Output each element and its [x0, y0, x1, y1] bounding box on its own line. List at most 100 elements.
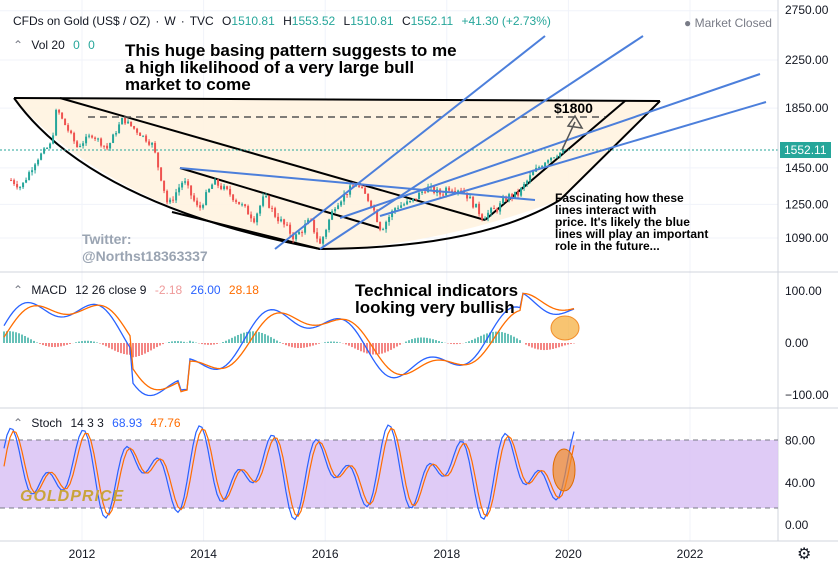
- candle-body: [514, 191, 517, 198]
- macd-histogram-bar: [519, 340, 521, 343]
- twitter-handle: Twitter: @Northst18363337: [82, 231, 208, 264]
- macd-histogram-bar: [351, 343, 353, 348]
- candle-body: [451, 190, 454, 192]
- candle-body: [151, 143, 154, 145]
- candle-body: [73, 132, 76, 142]
- candle-body: [394, 208, 397, 211]
- macd-histogram-bar: [183, 341, 185, 343]
- macd-histogram-bar: [171, 341, 173, 343]
- candle-body: [202, 204, 205, 208]
- macd-collapse-icon[interactable]: ⌃: [13, 283, 24, 297]
- candle-body: [238, 201, 241, 205]
- macd-histogram-bar: [162, 343, 164, 345]
- macd-histogram-bar: [549, 343, 551, 350]
- macd-histogram-bar: [243, 332, 245, 343]
- macd-histogram-bar: [507, 333, 509, 343]
- candle-body: [490, 208, 493, 213]
- candle-body: [454, 190, 457, 192]
- macd-histogram-bar: [78, 341, 80, 343]
- candle-body: [556, 156, 559, 158]
- candle-body: [115, 133, 118, 135]
- stoch-collapse-icon[interactable]: ⌃: [13, 416, 24, 430]
- macd-histogram-bar: [504, 332, 506, 343]
- candle-body: [292, 233, 295, 240]
- pattern-inner-line-lower: [171, 211, 321, 250]
- macd-histogram-bar: [336, 341, 338, 343]
- candle-body: [130, 121, 133, 127]
- candle-body: [391, 210, 394, 218]
- candle-body: [205, 192, 208, 205]
- macd-histogram-bar: [528, 343, 530, 347]
- macd-histogram-bar: [6, 331, 8, 343]
- candle-body: [97, 138, 100, 140]
- candle-body: [190, 185, 193, 196]
- macd-histogram-bar: [24, 336, 26, 343]
- candle-body: [244, 204, 247, 207]
- macd-histogram-bar: [48, 343, 50, 347]
- candle-body: [442, 194, 445, 196]
- candle-body: [400, 205, 403, 208]
- candle-body: [145, 135, 148, 142]
- candle-body: [67, 125, 70, 131]
- macd-histogram-bar: [501, 332, 503, 343]
- macd-histogram-bar: [84, 340, 86, 343]
- macd-histogram-bar: [393, 343, 395, 349]
- macd-histogram-bar: [498, 331, 500, 343]
- macd-histogram-bar: [540, 343, 542, 350]
- candle-body: [259, 205, 262, 214]
- macd-histogram-bar: [81, 341, 83, 343]
- candle-body: [31, 170, 34, 173]
- candle-body: [511, 194, 514, 198]
- macd-histogram-bar: [543, 343, 545, 351]
- candle-body: [325, 229, 328, 237]
- candle-body: [541, 166, 544, 168]
- pattern-top-line: [13, 97, 661, 102]
- macd-histogram-bar: [318, 343, 320, 344]
- macd-histogram-bar: [189, 340, 191, 343]
- macd-histogram-bar: [51, 343, 53, 347]
- price-axis: 2750.00 2250.00 1850.00 1450.00 1250.00 1090.…: [785, 3, 829, 532]
- candle-body: [364, 188, 367, 194]
- time-tick-label: 2022: [677, 547, 704, 561]
- macd-histogram-bar: [270, 337, 272, 343]
- candle-body: [433, 186, 436, 193]
- interval-label[interactable]: W: [164, 14, 176, 28]
- macd-histogram-bar: [510, 335, 512, 343]
- macd-histogram-bar: [42, 343, 44, 346]
- fan-line-5: [179, 167, 536, 201]
- candle-body: [100, 138, 103, 146]
- macd-histogram-bar: [423, 337, 425, 343]
- candle-body: [172, 199, 175, 201]
- macd-histogram-bar: [459, 343, 461, 344]
- candle-body: [184, 181, 187, 183]
- macd-histogram-bar: [438, 341, 440, 343]
- macd-histogram-bar: [177, 341, 179, 343]
- candle-body: [271, 207, 274, 209]
- macd-histogram-bar: [108, 343, 110, 348]
- candle-body: [403, 204, 406, 206]
- candle-body: [262, 196, 265, 206]
- price-tick-label: 1250.00: [785, 197, 829, 211]
- settings-gear-icon[interactable]: ⚙: [797, 546, 812, 563]
- candle-body: [370, 200, 373, 207]
- candle-body: [25, 179, 28, 183]
- candle-body: [133, 126, 136, 129]
- macd-histogram-bar: [468, 341, 470, 343]
- collapse-icon[interactable]: ⌃: [13, 38, 24, 52]
- candle-body: [217, 179, 220, 186]
- symbol-title[interactable]: CFDs on Gold (US$ / OZ): [13, 14, 151, 28]
- macd-histogram-bar: [303, 343, 305, 348]
- macd-histogram-bar: [396, 343, 398, 347]
- macd-name: MACD: [31, 283, 67, 297]
- candle-body: [196, 200, 199, 206]
- macd-histogram-bar: [117, 343, 119, 353]
- candle-body: [28, 172, 31, 180]
- candle-body: [295, 234, 298, 240]
- candle-body: [499, 203, 502, 212]
- macd-histogram-bar: [3, 331, 5, 343]
- source-label: TVC: [189, 14, 214, 28]
- macd-histogram-bar: [288, 343, 290, 347]
- ohlc-values: O1510.81 H1553.52 L1510.81 C1552.11 +41.…: [222, 14, 551, 28]
- candle-body: [277, 216, 280, 222]
- macd-histogram-bar: [99, 343, 101, 344]
